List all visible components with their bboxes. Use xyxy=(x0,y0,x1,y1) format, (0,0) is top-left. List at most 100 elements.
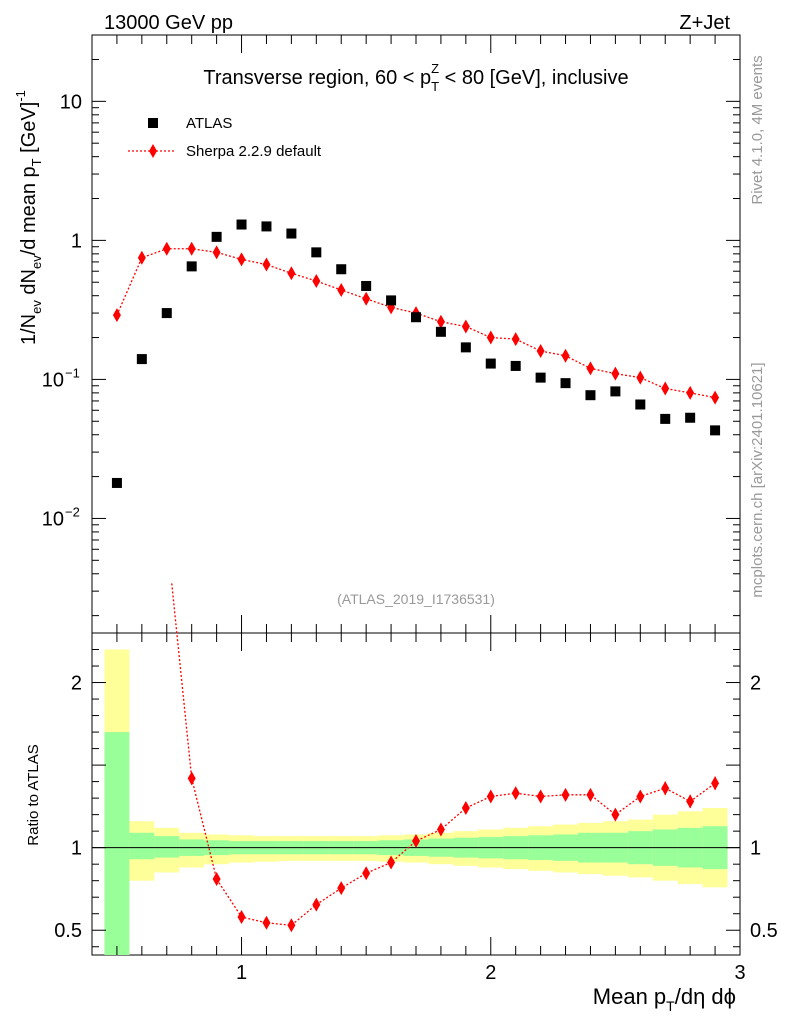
sherpa-point xyxy=(611,366,620,381)
atlas-point xyxy=(161,308,172,319)
sherpa-point xyxy=(511,332,520,347)
inner-band-bin xyxy=(104,732,130,955)
rivet-watermark: Rivet 4.1.0, 4M events xyxy=(749,55,766,204)
ratio-point xyxy=(412,834,420,849)
inner-band-bin xyxy=(129,832,155,860)
ratio-point xyxy=(312,897,321,912)
ratio-point xyxy=(536,789,545,804)
ratio-point xyxy=(511,786,520,801)
ratio-y-tick-label-right: 2 xyxy=(750,673,761,695)
atlas-point xyxy=(560,378,571,389)
sherpa-point xyxy=(362,291,371,306)
atlas-point xyxy=(460,342,471,353)
x-axis-label: Mean pT/dη dϕ xyxy=(593,984,736,1014)
ratio-point xyxy=(436,822,445,837)
atlas-point xyxy=(411,312,421,323)
atlas-point xyxy=(585,390,596,401)
atlas-point xyxy=(635,399,646,410)
atlas-point xyxy=(311,247,322,258)
atlas-point xyxy=(336,264,347,275)
ratio-point xyxy=(387,855,396,870)
x-axis-ticks: 1 2 3 xyxy=(116,35,746,984)
ratio-point xyxy=(711,776,720,791)
x-tick-label: 2 xyxy=(485,962,496,984)
atlas-point xyxy=(510,360,521,371)
sherpa-point xyxy=(561,348,570,363)
atlas-point xyxy=(535,372,546,383)
legend-sherpa-marker xyxy=(149,144,157,158)
ratio-series xyxy=(171,583,720,933)
legend-sherpa-label: Sherpa 2.2.9 default xyxy=(186,143,322,160)
atlas-point xyxy=(386,295,397,306)
ratio-axis-ticks: 2 1 0.5 2 1 0.5 xyxy=(54,649,778,948)
ratio-point xyxy=(486,789,495,804)
main-y-tick-exponent: −1 xyxy=(65,365,80,380)
sherpa-point xyxy=(237,252,246,267)
ratio-point xyxy=(287,918,296,933)
atlas-point xyxy=(286,228,297,239)
sherpa-point xyxy=(486,330,495,345)
sherpa-point xyxy=(636,370,645,385)
sherpa-point xyxy=(212,245,221,260)
ratio-line xyxy=(171,583,716,926)
sherpa-point xyxy=(262,257,271,272)
plot-title-post: < 80 [GeV], inclusive xyxy=(439,67,629,89)
atlas-point xyxy=(236,219,247,230)
ratio-point xyxy=(237,910,246,925)
ratio-y-axis-label: Ratio to ATLAS xyxy=(25,744,42,845)
sherpa-point xyxy=(337,282,346,297)
sherpa-point xyxy=(536,344,545,359)
ratio-point xyxy=(636,789,645,804)
atlas-point xyxy=(660,413,671,424)
sherpa-point xyxy=(686,385,695,400)
legend-atlas-marker xyxy=(148,118,158,128)
plot-title-sup: Z xyxy=(431,61,439,76)
atlas-point xyxy=(361,280,372,291)
sherpa-point xyxy=(287,266,296,281)
atlas-point xyxy=(610,386,621,397)
main-y-axis-label: 1/Nev dNev/d mean pT [GeV]-1 xyxy=(13,90,44,345)
main-y-tick-label: 10 xyxy=(42,369,64,391)
x-tick-label: 3 xyxy=(734,962,745,984)
analysis-id: (ATLAS_2019_I1736531) xyxy=(337,591,495,607)
ratio-point xyxy=(611,807,620,822)
atlas-point xyxy=(211,231,222,242)
ratio-point xyxy=(686,794,695,809)
plot-title: Transverse region, 60 < pTZ < 80 [GeV], … xyxy=(203,61,628,94)
main-y-tick-label: 10 xyxy=(42,508,64,530)
process-label: Z+Jet xyxy=(679,12,730,34)
mcplots-watermark: mcplots.cern.ch [arXiv:2401.10621] xyxy=(749,362,766,597)
atlas-point xyxy=(186,261,197,272)
sherpa-point xyxy=(137,250,146,265)
main-y-tick-exponent: −2 xyxy=(65,504,80,519)
main-y-tick-label: 1 xyxy=(71,230,82,252)
atlas-point xyxy=(435,326,446,337)
atlas-point xyxy=(136,354,147,365)
sherpa-point xyxy=(312,274,321,289)
atlas-point xyxy=(710,425,721,436)
ratio-y-tick-label-right: 1 xyxy=(750,838,761,860)
ratio-point xyxy=(362,866,371,881)
atlas-point xyxy=(485,358,496,369)
ratio-point xyxy=(187,771,196,786)
sherpa-point xyxy=(436,314,445,329)
legend-atlas-label: ATLAS xyxy=(186,115,232,132)
sherpa-point xyxy=(661,381,670,396)
energy-label: 13000 GeV pp xyxy=(104,12,233,34)
sherpa-point xyxy=(187,241,196,256)
ratio-point xyxy=(661,781,670,796)
sherpa-point xyxy=(162,241,171,256)
ratio-point xyxy=(561,787,570,802)
x-tick-label: 1 xyxy=(236,962,247,984)
atlas-point xyxy=(261,221,272,232)
ratio-point xyxy=(337,881,346,896)
ratio-y-tick-label-left: 1 xyxy=(71,838,82,860)
ratio-y-tick-label-left: 0.5 xyxy=(54,920,82,942)
sherpa-point xyxy=(461,319,470,334)
ratio-y-tick-label-left: 2 xyxy=(71,673,82,695)
main-series xyxy=(111,219,721,488)
ratio-point xyxy=(461,801,470,816)
sherpa-line xyxy=(116,248,716,399)
atlas-point xyxy=(111,477,122,488)
